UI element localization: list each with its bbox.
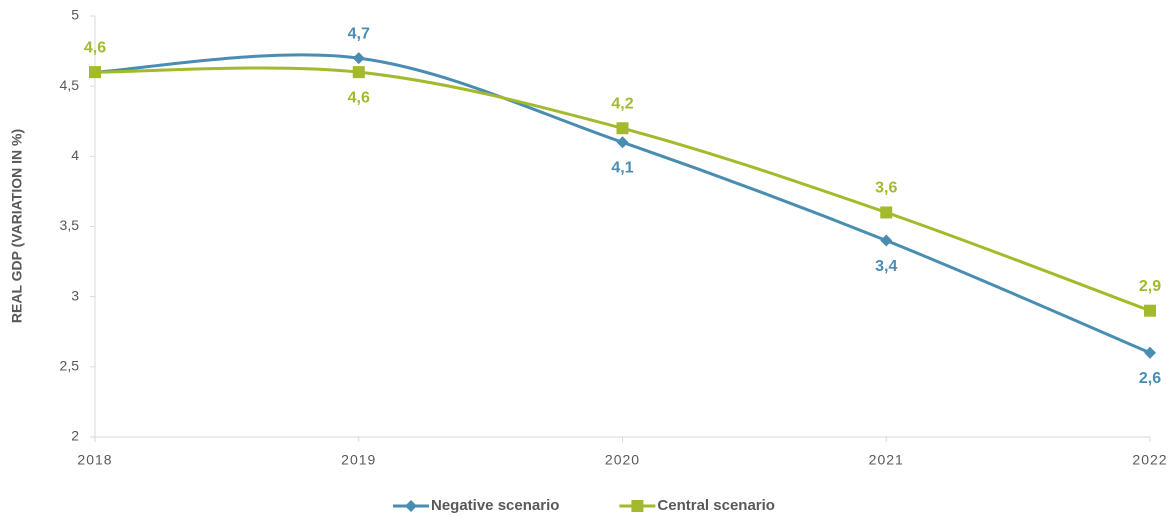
y-axis-label: REAL GDP (VARIATION IN %) [9,129,25,323]
y-tick-label: 2 [71,428,79,444]
y-tick-label: 5 [71,7,79,23]
data-label: 4,6 [84,39,106,56]
x-tick-label: 2021 [869,452,904,468]
data-point [352,52,365,65]
data-label: 3,6 [875,180,897,197]
data-point [880,234,893,247]
data-label: 4,2 [611,95,633,112]
x-tick-label: 2022 [1132,452,1167,468]
data-label: 4,1 [611,160,633,177]
data-point [352,66,365,79]
legend-marker [405,500,417,512]
y-tick-label: 4 [71,147,79,163]
y-tick-label: 2,5 [60,358,80,374]
data-point [1144,346,1156,359]
legend-label: Central scenario [657,497,775,514]
data-point [616,122,629,135]
data-label: 4,7 [348,25,370,42]
x-tick-label: 2019 [341,452,376,468]
x-tick-label: 2020 [605,452,640,468]
data-point [1144,304,1156,317]
data-label: 2,9 [1139,278,1161,295]
data-point [880,206,893,219]
y-tick-label: 3 [71,287,79,303]
data-label: 2,6 [1139,370,1161,387]
legend-marker [631,500,644,512]
data-point [89,66,101,79]
data-label: 3,4 [875,258,897,275]
y-tick-label: 3,5 [60,217,80,233]
data-label: 4,6 [348,89,370,106]
legend-label: Negative scenario [431,497,559,514]
data-point [616,136,629,149]
x-tick-label: 2018 [77,452,112,468]
y-tick-label: 4,5 [60,77,80,93]
